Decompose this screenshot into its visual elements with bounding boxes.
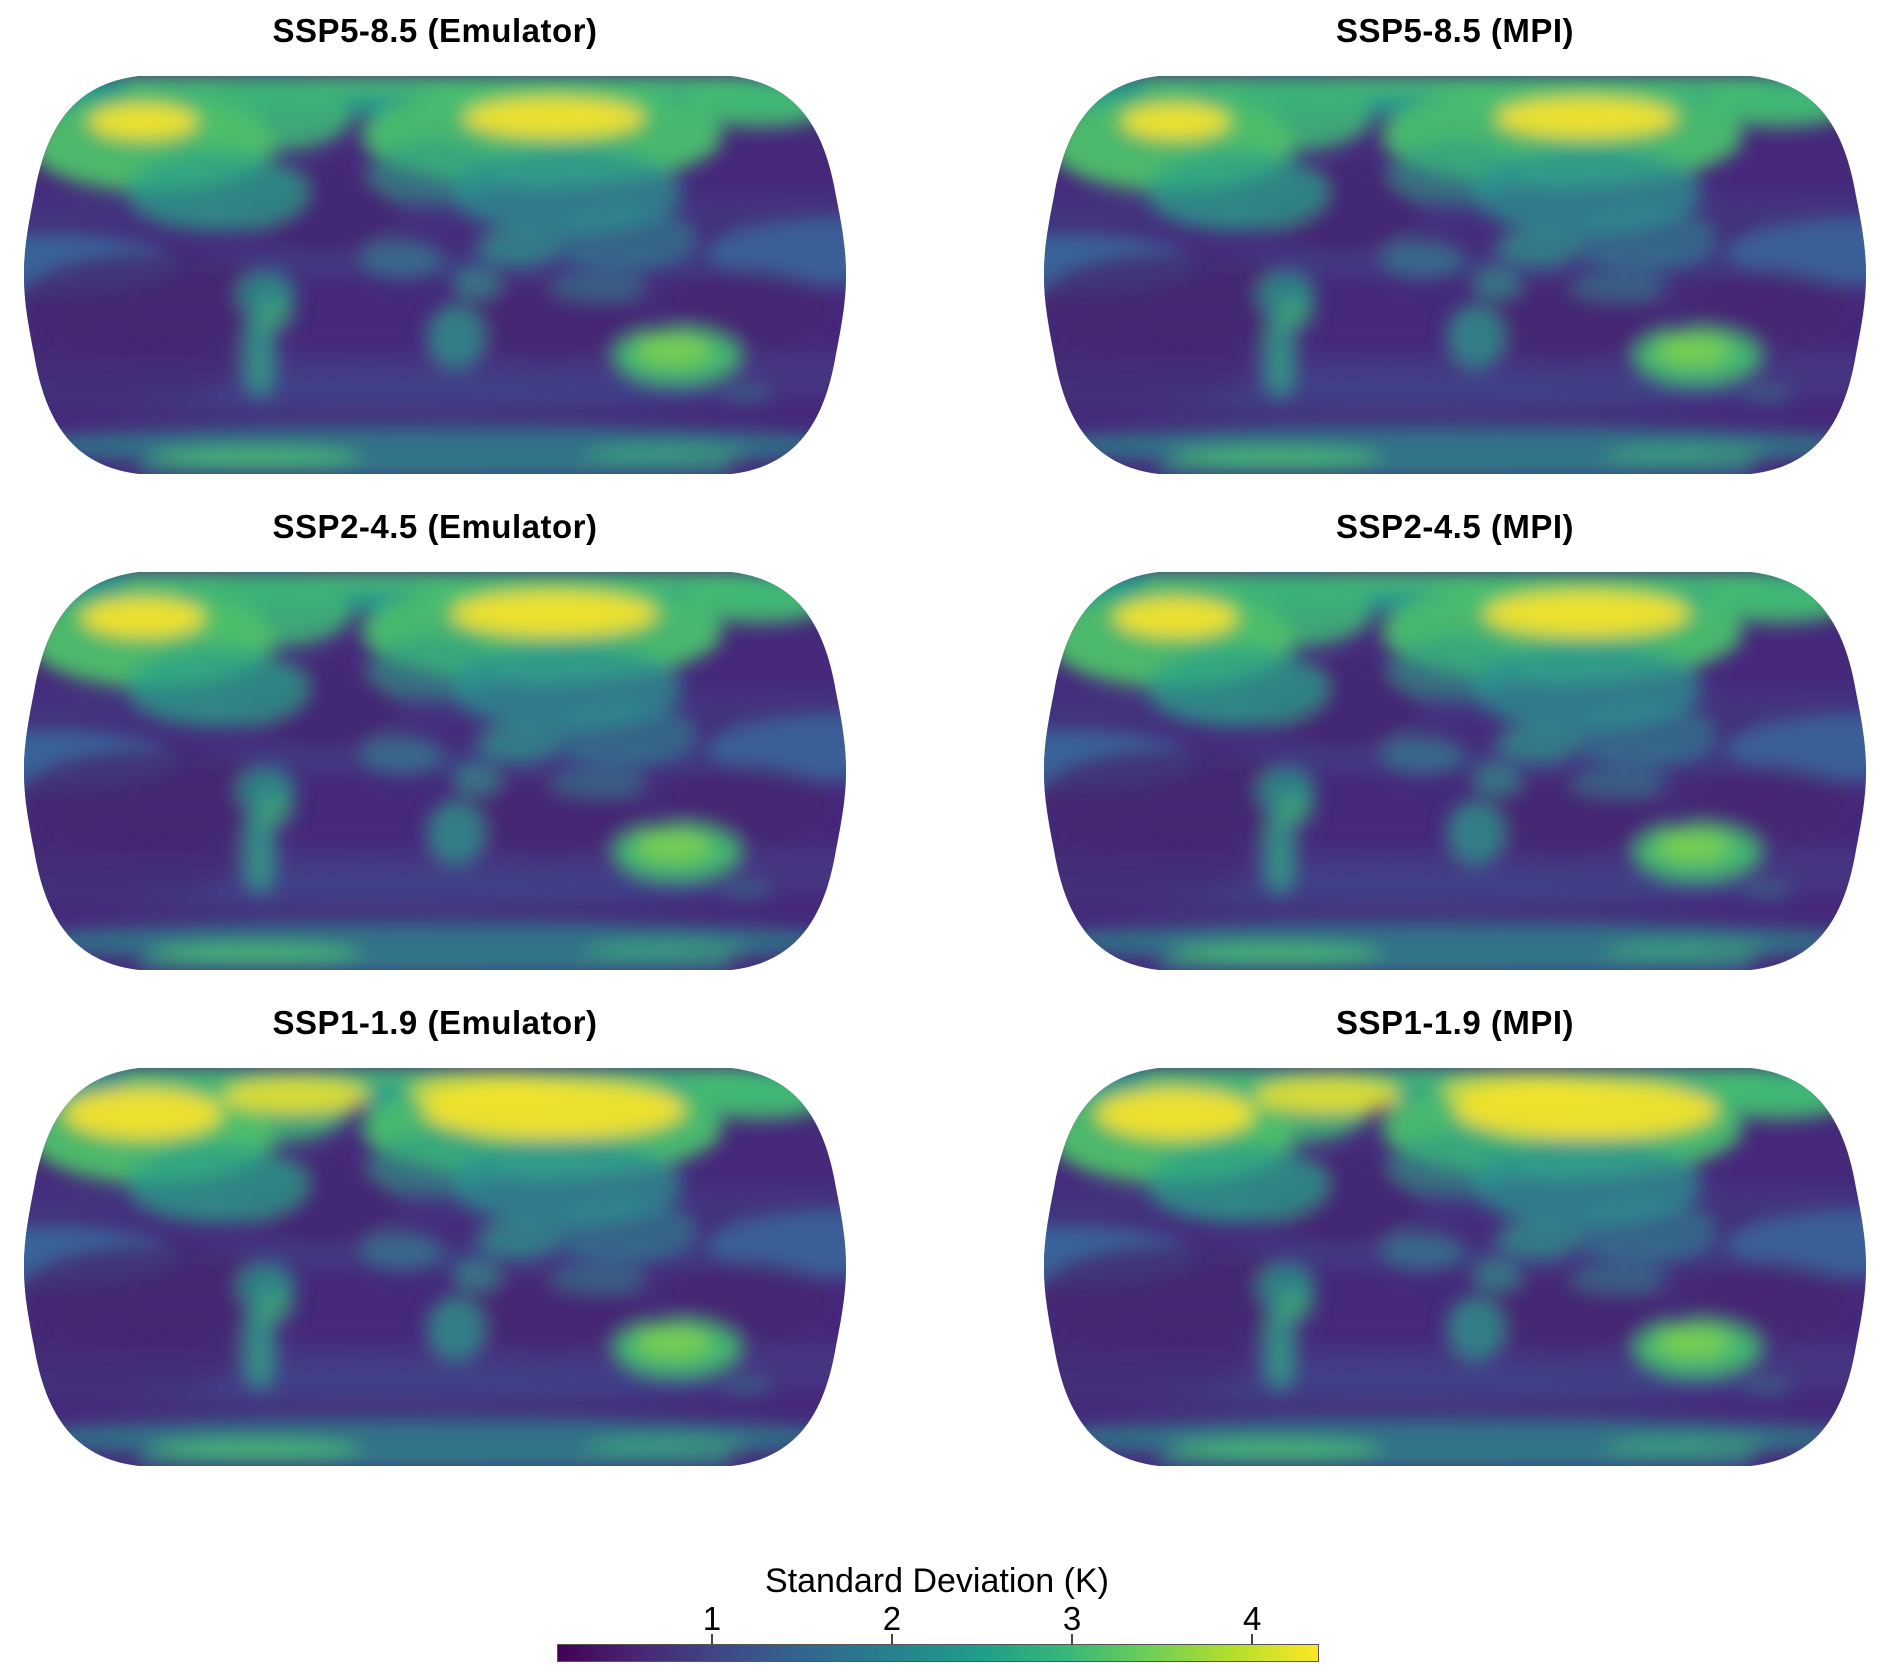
panel-title-ssp245-mpi: SSP2-4.5 (MPI) bbox=[1335, 508, 1575, 545]
panel-ssp585-mpi: SSP5-8.5 (MPI) bbox=[1044, 10, 1866, 474]
panel-ssp119-mpi: SSP1-1.9 (MPI) bbox=[1044, 1002, 1866, 1466]
map-ssp119-mpi bbox=[1044, 1068, 1866, 1466]
panel-title-ssp245-emulator: SSP2-4.5 (Emulator) bbox=[272, 508, 598, 545]
colorbar-label: Standard Deviation (K) bbox=[765, 1562, 1109, 1600]
colorbar-tick-mark-3 bbox=[1071, 1634, 1074, 1644]
panel-title-ssp119-mpi: SSP1-1.9 (MPI) bbox=[1335, 1004, 1575, 1041]
colorbar-tick-label-4: 4 bbox=[1242, 1600, 1262, 1637]
colorbar-tick-mark-1 bbox=[710, 1634, 713, 1644]
panel-ssp245-mpi: SSP2-4.5 (MPI) bbox=[1044, 506, 1866, 970]
map-ssp585-emulator bbox=[24, 76, 846, 474]
map-ssp585-mpi bbox=[1044, 76, 1866, 474]
map-ssp245-mpi bbox=[1044, 572, 1866, 970]
map-ssp245-emulator bbox=[24, 572, 846, 970]
panel-title-ssp585-mpi: SSP5-8.5 (MPI) bbox=[1335, 12, 1575, 49]
panel-ssp585-emulator: SSP5-8.5 (Emulator) bbox=[24, 10, 846, 474]
panel-title-ssp585-emulator: SSP5-8.5 (Emulator) bbox=[272, 12, 598, 49]
panel-ssp119-emulator: SSP1-1.9 (Emulator) bbox=[24, 1002, 846, 1466]
panel-ssp245-emulator: SSP2-4.5 (Emulator) bbox=[24, 506, 846, 970]
colorbar-tick-label-1: 1 bbox=[702, 1600, 722, 1637]
colorbar-tick-label-3: 3 bbox=[1062, 1600, 1082, 1637]
colorbar-tick-label-2: 2 bbox=[882, 1600, 902, 1637]
map-ssp119-emulator bbox=[24, 1068, 846, 1466]
colorbar-tick-mark-2 bbox=[890, 1634, 893, 1644]
colorbar-gradient bbox=[557, 1644, 1319, 1662]
colorbar-tick-mark-4 bbox=[1251, 1634, 1254, 1644]
panel-title-ssp119-emulator: SSP1-1.9 (Emulator) bbox=[272, 1004, 598, 1041]
